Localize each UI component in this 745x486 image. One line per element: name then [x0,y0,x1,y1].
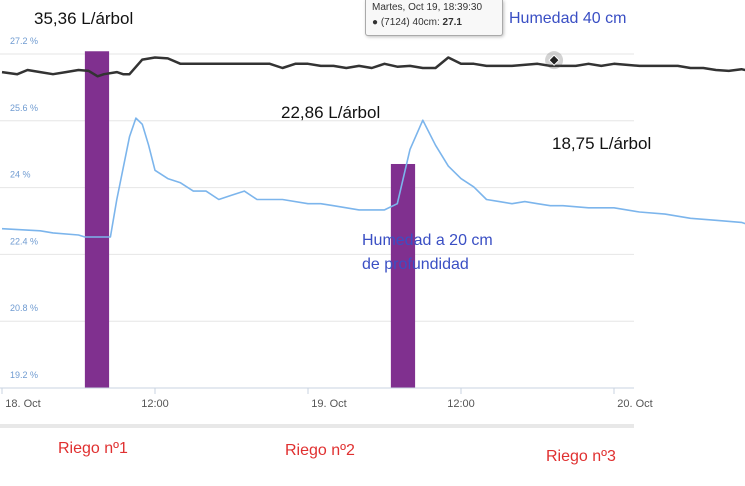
irrigation-bars [84,51,416,388]
bar-label-riego-3: 18,75 L/árbol [552,134,652,153]
y-axis-labels: 27.2 % 25.6 % 24 % 22.4 % 20.8 % 19.2 % [10,36,38,380]
irrigation-bar [390,163,416,388]
irrigation-bar [84,51,110,388]
x-tick-label: 18. Oct [5,398,40,410]
x-tick-label: 12:00 [141,398,169,410]
highlight-marker [548,54,560,66]
moisture-40cm-line [1,56,745,78]
y-tick-label: 19.2 % [10,370,38,380]
series-label-20cm-line1: Humedad a 20 cm [362,232,493,249]
tooltip-date: Martes, Oct 19, 18:39:30 [372,2,483,13]
bar-label-riego-2: 22,86 L/árbol [281,103,381,122]
series-label-20cm-line2: de profundidad [362,256,469,273]
tooltip-value: 27.1 [442,17,462,28]
tooltip-series: (7124) 40cm: [380,17,440,28]
x-tick-label: 12:00 [447,398,475,410]
tooltip-bullet-icon: ● [372,17,379,28]
tooltip-value-row: ● (7124) 40cm: 27.1 [372,17,496,28]
bottom-band [0,424,634,428]
moisture-20cm-line [1,117,745,238]
y-tick-label: 27.2 % [10,36,38,46]
y-tick-label: 22.4 % [10,236,38,246]
riego-label-2: Riego nº2 [285,442,355,459]
x-tick-label: 19. Oct [311,398,346,410]
data-tooltip: Martes, Oct 19, 18:39:30 ● (7124) 40cm: … [365,0,503,36]
series-label-40cm: Humedad 40 cm [509,10,627,27]
riego-label-3: Riego nº3 [546,448,616,465]
y-tick-label: 24 % [10,170,31,180]
y-tick-label: 25.6 % [10,103,38,113]
riego-label-1: Riego nº1 [58,440,128,457]
y-tick-label: 20.8 % [10,303,38,313]
x-tick-label: 20. Oct [617,398,652,410]
bar-label-riego-1: 35,36 L/árbol [34,9,134,28]
moisture-lines [1,51,745,238]
